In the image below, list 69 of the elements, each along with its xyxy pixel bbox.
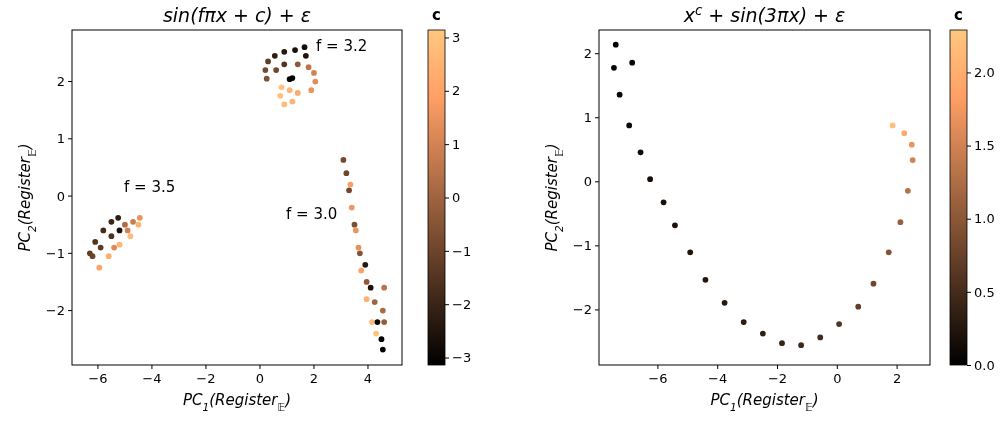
annotation: f = 3.0 bbox=[286, 205, 338, 223]
color-bar-title: c bbox=[954, 6, 963, 24]
point bbox=[908, 141, 915, 148]
chart-title: sin(fπx + c) + ε bbox=[162, 4, 312, 26]
x-tick-label: 0 bbox=[833, 371, 842, 386]
y-tick-label: −1 bbox=[572, 238, 592, 254]
point bbox=[687, 249, 694, 256]
y-tick-label: 0 bbox=[583, 174, 592, 190]
color-bar-label: 2.0 bbox=[974, 65, 995, 81]
chart-title: x$^{c}$ + sin(3πx) + ε bbox=[682, 2, 846, 26]
color-bar-label: 0.0 bbox=[974, 357, 995, 373]
point bbox=[885, 249, 892, 256]
point bbox=[901, 130, 908, 136]
color-bar-label: 1 bbox=[452, 136, 461, 152]
x-tick-label: −4 bbox=[708, 371, 728, 386]
x-tick-label: −2 bbox=[767, 371, 788, 386]
x-tick-label: −6 bbox=[648, 371, 668, 386]
point bbox=[647, 176, 654, 183]
point bbox=[897, 219, 904, 226]
point bbox=[629, 59, 636, 66]
point bbox=[817, 334, 824, 341]
point bbox=[855, 303, 862, 310]
x-axis-title: PC$_{1}$(Register$_{𝔼}$) bbox=[182, 391, 292, 413]
color-bar-label: 1.0 bbox=[974, 211, 995, 227]
point bbox=[798, 342, 805, 349]
y-tick-label: −2 bbox=[45, 303, 65, 319]
y-tick-label: 1 bbox=[583, 110, 592, 126]
x-tick-label: 4 bbox=[363, 371, 373, 386]
color-bar-label: −2 bbox=[452, 296, 472, 312]
color-bar-label: −3 bbox=[452, 350, 472, 366]
color-bar-title: c bbox=[432, 6, 441, 24]
point bbox=[637, 149, 644, 156]
color-bar-label: 0.5 bbox=[974, 284, 995, 300]
point bbox=[611, 64, 617, 71]
y-tick-label: −2 bbox=[572, 302, 592, 318]
x-tick-label: 2 bbox=[892, 371, 902, 386]
x-tick-label: −4 bbox=[142, 371, 162, 386]
y-tick-label: −1 bbox=[45, 245, 65, 261]
point bbox=[759, 330, 766, 337]
x-tick-label: 2 bbox=[309, 371, 319, 386]
point bbox=[740, 319, 747, 325]
point bbox=[616, 91, 623, 98]
x-axis-title: PC$_{1}$(Register$_{𝔼}$) bbox=[710, 391, 819, 413]
annotation: f = 3.5 bbox=[124, 178, 176, 196]
x-tick-label: −6 bbox=[88, 371, 108, 386]
color-bar-label: 0 bbox=[452, 190, 461, 206]
point bbox=[836, 321, 842, 327]
point bbox=[870, 280, 877, 287]
y-tick-label: 2 bbox=[583, 46, 592, 62]
point bbox=[905, 187, 911, 194]
point bbox=[612, 41, 619, 48]
x-tick-label: −2 bbox=[196, 371, 216, 386]
point bbox=[702, 276, 709, 283]
point bbox=[779, 340, 785, 347]
y-tick-label: 2 bbox=[56, 74, 65, 90]
color-bar-label: 1.5 bbox=[974, 138, 995, 154]
x-tick-label: 0 bbox=[255, 371, 265, 386]
annotation: f = 3.2 bbox=[316, 37, 368, 55]
point bbox=[721, 300, 728, 306]
color-bar-label: 2 bbox=[452, 83, 461, 99]
point bbox=[672, 222, 678, 229]
point bbox=[626, 122, 633, 129]
y-tick-label: 1 bbox=[56, 131, 65, 147]
y-tick-label: 0 bbox=[56, 188, 65, 204]
point bbox=[909, 157, 916, 163]
point bbox=[889, 122, 896, 129]
color-bar-label: 3 bbox=[452, 30, 461, 46]
point bbox=[660, 199, 667, 206]
color-bar-label: −1 bbox=[452, 243, 472, 259]
